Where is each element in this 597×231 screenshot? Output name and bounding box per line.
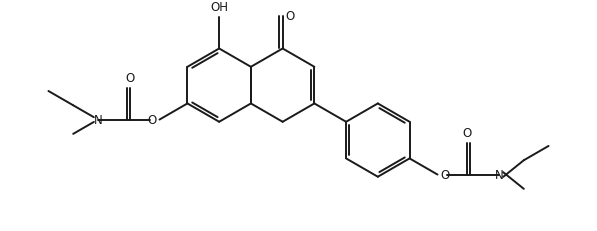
Text: O: O <box>125 72 135 85</box>
Text: OH: OH <box>210 1 228 14</box>
Text: N: N <box>495 168 503 181</box>
Text: N: N <box>94 114 102 127</box>
Text: O: O <box>147 114 156 127</box>
Text: O: O <box>462 127 472 140</box>
Text: O: O <box>441 168 450 181</box>
Text: O: O <box>286 10 295 23</box>
